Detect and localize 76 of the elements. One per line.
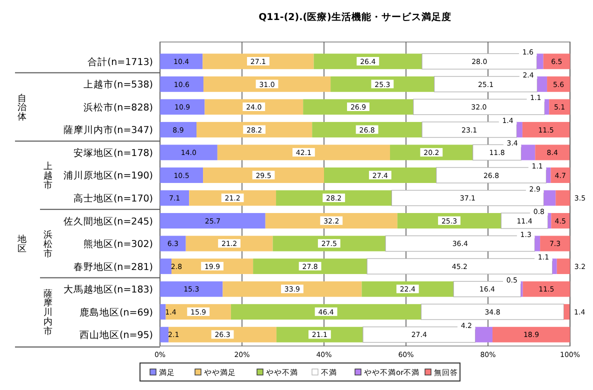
bar — [265, 213, 398, 229]
bar — [222, 281, 362, 297]
bar — [362, 281, 454, 297]
bar — [324, 167, 436, 183]
bar — [160, 258, 172, 274]
y-tick-label: 熊地区(n=302) — [83, 238, 153, 250]
bar — [202, 54, 314, 70]
text: 薩摩川内市 — [44, 288, 52, 338]
bar — [168, 326, 276, 342]
text: 浜松市 — [44, 229, 52, 260]
bar — [217, 144, 390, 160]
bar — [272, 236, 386, 252]
y-tick-label: 大馬越地区(n=183) — [63, 284, 153, 296]
bar — [204, 99, 304, 115]
bar — [544, 99, 550, 115]
bar — [547, 76, 570, 92]
bar — [196, 122, 312, 138]
bar — [492, 326, 570, 342]
bar — [516, 122, 522, 138]
y-tick-label: 上越市(n=538) — [83, 78, 153, 91]
bar — [522, 281, 570, 297]
bar — [160, 167, 204, 183]
y-tick-label: 佐久間地区(n=245) — [63, 215, 153, 228]
bar — [537, 76, 548, 92]
bar — [397, 213, 502, 229]
text: 上越市 — [44, 161, 52, 191]
bar — [546, 167, 551, 183]
y-tick-label: 合計(n=1713) — [87, 56, 153, 68]
y-tick-label: 高士地区(n=170) — [73, 192, 153, 204]
bar — [160, 54, 203, 70]
bar — [556, 190, 570, 206]
text: 自治体 — [18, 92, 26, 123]
bar — [535, 144, 570, 160]
bar — [543, 54, 570, 70]
bar — [186, 236, 273, 252]
bar — [330, 76, 434, 92]
bar — [522, 122, 570, 138]
bar — [521, 144, 536, 160]
bar — [160, 213, 266, 229]
bar — [549, 99, 570, 115]
bar — [160, 144, 218, 160]
text: 地区 — [16, 234, 26, 255]
bar — [160, 304, 166, 320]
bar — [203, 76, 331, 92]
bar — [160, 236, 186, 252]
bar — [230, 304, 422, 320]
bar — [314, 54, 422, 70]
bar — [160, 326, 169, 342]
bar — [556, 258, 570, 274]
bar — [276, 190, 392, 206]
chart-title: Q11-(2).(医療)生活機能・サービス満足度 — [258, 11, 452, 23]
bar — [303, 99, 414, 115]
y-tick-label: 春野地区(n=281) — [73, 260, 153, 273]
bar — [160, 281, 223, 297]
bar — [544, 190, 556, 206]
y-tick-label: 鹿島地区(n=69) — [80, 306, 153, 318]
bar — [203, 167, 324, 183]
y-tick-label: 浜松市(n=828) — [83, 101, 153, 114]
bar — [551, 213, 570, 229]
bar — [540, 236, 570, 252]
y-tick-label: 薩摩川内市(n=347) — [63, 124, 153, 136]
bar — [312, 122, 422, 138]
bar — [160, 190, 190, 206]
bar — [475, 326, 493, 342]
bar — [534, 236, 540, 252]
bar — [536, 54, 544, 70]
y-tick-label: 浦川原地区(n=190) — [63, 170, 153, 182]
bar — [160, 122, 196, 138]
bar — [160, 99, 205, 115]
bar — [548, 213, 552, 229]
bar — [550, 167, 570, 183]
bar — [253, 258, 368, 274]
y-tick-label: 西山地区(n=95) — [80, 329, 153, 342]
y-tick-label: 安塚地区(n=178) — [73, 146, 153, 159]
bar — [160, 76, 204, 92]
bar — [552, 258, 557, 274]
